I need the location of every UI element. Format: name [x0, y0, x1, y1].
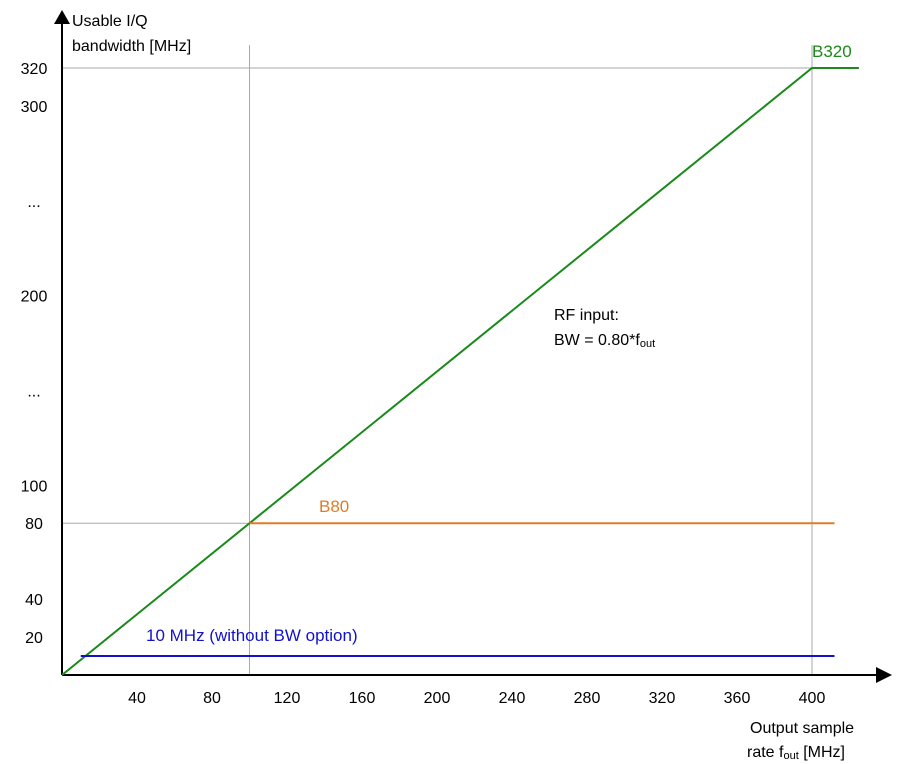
x-tick-label: 120: [274, 690, 301, 707]
series-label-0: B320: [812, 42, 852, 61]
series-label-1: B80: [319, 497, 349, 516]
annotation-bw-subscript: out: [640, 338, 655, 350]
y-tick-label: 80: [25, 516, 43, 533]
annotation-rf-input: RF input:: [554, 307, 619, 324]
x-tick-label: 160: [349, 690, 376, 707]
y-tick-label: 200: [21, 289, 48, 306]
x-tick-label: 320: [649, 690, 676, 707]
x-axis-label-rate: rate f: [747, 744, 784, 761]
reference-lines: [62, 45, 813, 675]
x-tick-label: 400: [799, 690, 826, 707]
series-labels: B320 B80 10 MHz (without BW option): [146, 42, 852, 645]
series-line-0: [61, 66, 859, 676]
x-tick-label: 200: [424, 690, 451, 707]
y-tick-label: ...: [27, 383, 40, 400]
x-tick-labels: 40 80 120 160 200 240 280 320 360 400: [128, 690, 825, 707]
y-tick-label: ...: [27, 194, 40, 211]
y-tick-label: 20: [25, 630, 43, 647]
x-tick-label: 80: [203, 690, 221, 707]
y-axis-label-line-1: Usable I/Q: [72, 13, 148, 30]
x-tick-label: 40: [128, 690, 146, 707]
annotation-bw-formula: BW = 0.80*fout: [554, 332, 655, 350]
x-axis-label-line-2: rate fout [MHz]: [747, 744, 845, 762]
x-tick-label: 360: [724, 690, 751, 707]
series-lines: [61, 66, 859, 676]
y-tick-label: 300: [21, 99, 48, 116]
y-tick-label: 40: [25, 592, 43, 609]
y-axis-label-line-2: bandwidth [MHz]: [72, 38, 191, 55]
y-axis-arrow: [54, 10, 70, 24]
annotation-bw-prefix: BW = 0.80*f: [554, 332, 640, 349]
series-label-2: 10 MHz (without BW option): [146, 626, 358, 645]
y-tick-labels: 20 40 80 100... 200... 300 320: [21, 61, 48, 647]
y-tick-label: 320: [21, 61, 48, 78]
x-axis-arrow: [876, 667, 892, 683]
x-axis-label-subscript: out: [783, 750, 798, 762]
x-tick-label: 240: [499, 690, 526, 707]
x-axis-label-line-1: Output sample: [750, 720, 854, 737]
x-axis-label-unit: [MHz]: [799, 744, 845, 761]
y-tick-label: 100: [21, 478, 48, 495]
x-tick-label: 280: [574, 690, 601, 707]
